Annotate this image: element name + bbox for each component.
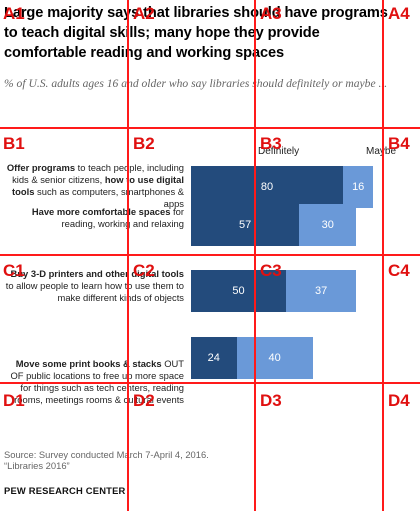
grid-line-horizontal — [0, 127, 420, 129]
grid-cell-label: C2 — [133, 261, 155, 280]
stacked-bar: 24 40 — [191, 337, 313, 379]
grid-cell-label: D2 — [133, 391, 155, 410]
stacked-bar: 80 16 — [191, 166, 374, 208]
stacked-bar: 57 30 — [191, 204, 357, 246]
grid-cell-label: C3 — [260, 261, 282, 280]
row-label: Move some print books & stacks OUT OF pu… — [4, 358, 184, 406]
grid-line-horizontal — [0, 254, 420, 256]
bar-segment-maybe: 37 — [286, 270, 357, 312]
bar-segment-definitely: 80 — [191, 166, 343, 208]
stacked-bar: 50 37 — [191, 270, 357, 312]
row-label-part: Have more comfortable spaces — [31, 206, 171, 217]
bar-segment-definitely: 50 — [191, 270, 286, 312]
grid-line-horizontal — [0, 382, 420, 384]
source-line: Source: Survey conducted March 7-April 4… — [4, 449, 209, 460]
row-label-part: Buy 3-D printers and other digital tools — [10, 268, 184, 279]
grid-cell-label: B1 — [3, 134, 25, 153]
data-label-definitely: 80 — [260, 181, 274, 193]
data-label-maybe: 30 — [321, 219, 334, 231]
grid-cell-label: D4 — [388, 391, 410, 410]
source-line: “Libraries 2016” — [4, 460, 70, 471]
row-label-part: OUT OF public locations to free up more … — [10, 358, 184, 405]
bar-segment-maybe: 30 — [299, 204, 357, 246]
row-label: Have more comfortable spaces for reading… — [4, 206, 184, 230]
grid-cell-label: A3 — [260, 4, 282, 23]
grid-cell-label: A4 — [388, 4, 410, 23]
row-label-part: to teach people, including kids & senior… — [12, 162, 184, 185]
data-label-definitely: 50 — [232, 285, 245, 297]
data-label-maybe: 40 — [268, 352, 281, 364]
row-label-part: Move some print books & stacks — [15, 358, 162, 369]
grid-cell-label: B2 — [133, 134, 155, 153]
grid-cell-label: D3 — [260, 391, 282, 410]
org-credit: PEW RESEARCH CENTER — [4, 485, 126, 496]
bar-segment-maybe: 16 — [343, 166, 374, 208]
data-label-definitely: 24 — [207, 352, 220, 364]
grid-cell-label: B3 — [260, 134, 282, 153]
grid-cell-label: A2 — [133, 4, 155, 23]
chart-subtitle: % of U.S. adults ages 16 and older who s… — [4, 77, 388, 90]
row-label: Offer programs to teach people, includin… — [4, 162, 184, 210]
bar-segment-definitely: 24 — [191, 337, 237, 379]
row-label-part: how to use digital tools — [12, 174, 184, 197]
bar-segment-maybe: 40 — [236, 337, 313, 379]
row-label: Buy 3-D printers and other digital tools… — [4, 268, 184, 304]
data-label-maybe: 37 — [315, 285, 328, 297]
bar-segment-definitely: 57 — [191, 204, 300, 246]
legend-definitely: Definitely — [258, 146, 300, 157]
data-label-definitely: 57 — [239, 219, 252, 231]
grid-cell-label: C1 — [3, 261, 25, 280]
grid-cell-label: D1 — [3, 391, 25, 410]
grid-cell-label: B4 — [388, 134, 410, 153]
legend-maybe: Maybe — [366, 146, 397, 157]
chart-title: Large majority says that libraries shoul… — [4, 5, 388, 61]
grid-cell-label: A1 — [3, 4, 25, 23]
data-label-maybe: 16 — [352, 181, 365, 193]
row-label-part: Offer programs — [6, 162, 76, 173]
grid-cell-label: C4 — [388, 261, 410, 280]
row-label-part: such as computers, smartphones & apps — [34, 186, 184, 209]
row-label-part: for reading, working and relaxing — [61, 206, 184, 229]
source-note: Source: Survey conducted March 7-April 4… — [4, 449, 209, 471]
row-label-part: to allow people to learn how to use them… — [5, 280, 184, 303]
